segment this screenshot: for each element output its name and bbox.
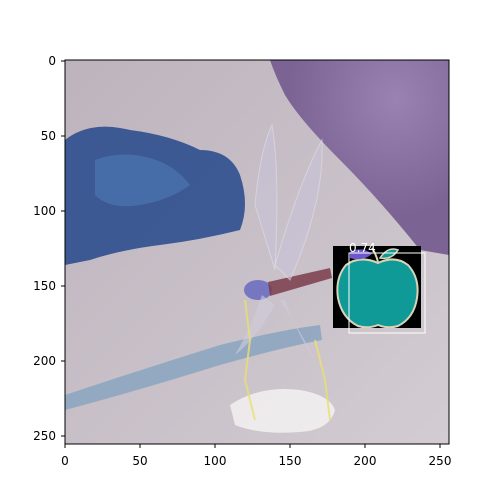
x-tick-label: 250	[429, 454, 452, 468]
dragonfly-wing-1	[254, 123, 278, 271]
dragonfly-head	[244, 280, 272, 300]
speckle-line-2	[314, 339, 331, 421]
apple-mask	[336, 258, 419, 329]
y-tick-label: 0	[48, 54, 56, 68]
y-tick-label: 250	[33, 429, 56, 443]
y-tick-label: 200	[33, 354, 56, 368]
x-axis: 0 50 100 150 200 250	[61, 444, 451, 468]
dragonfly-wing-2	[274, 138, 323, 281]
image-area: 0.74	[65, 60, 449, 444]
y-tick-label: 100	[33, 204, 56, 218]
purple-region	[270, 60, 449, 255]
light-blob	[230, 389, 335, 433]
dragonfly-wing-3	[235, 295, 275, 355]
x-tick-label: 100	[204, 454, 227, 468]
axes-frame	[64, 59, 450, 445]
y-axis: 0 50 100 150 200 250	[33, 54, 65, 443]
dragonfly-wing-4	[280, 300, 315, 360]
dragonfly-abdomen	[268, 268, 332, 296]
speckle-line-1	[243, 299, 256, 421]
y-tick-label: 150	[33, 279, 56, 293]
x-tick-label: 200	[354, 454, 377, 468]
purple-blob	[350, 249, 372, 260]
x-tick-label: 50	[132, 454, 147, 468]
detection-score-label: 0.74	[349, 241, 376, 255]
bounding-box	[348, 252, 426, 334]
x-tick-label: 0	[61, 454, 69, 468]
x-tick-label: 150	[279, 454, 302, 468]
blue-highlight	[95, 154, 190, 207]
apple-stem	[371, 247, 379, 263]
apple-leaf	[378, 248, 400, 260]
y-tick-label: 50	[41, 129, 56, 143]
stick	[65, 325, 322, 410]
